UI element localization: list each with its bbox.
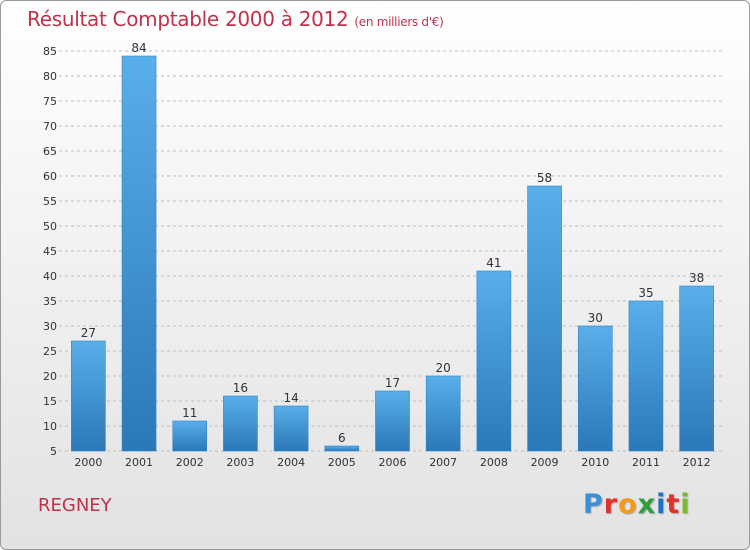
bar-value-label: 11 <box>182 406 197 420</box>
chart-subtitle: (en milliers d'€) <box>354 15 444 29</box>
y-tick-label: 30 <box>43 320 57 333</box>
y-tick-label: 5 <box>50 445 57 458</box>
logo-letter: t <box>666 489 681 520</box>
bar <box>527 185 562 452</box>
bar-value-label: 84 <box>131 41 146 55</box>
chart-title: Résultat Comptable 2000 à 2012 (en millie… <box>27 7 444 31</box>
y-tick-label: 80 <box>43 70 57 83</box>
bar <box>476 270 512 452</box>
bar <box>121 55 157 452</box>
bar <box>425 375 461 452</box>
bar-value-label: 35 <box>638 286 653 300</box>
y-tick-label: 40 <box>43 270 57 283</box>
x-tick-label: 2004 <box>277 456 305 469</box>
logo-letter: o <box>618 489 638 520</box>
y-tick-label: 50 <box>43 220 57 233</box>
proxiti-logo: Proxiti <box>583 489 691 520</box>
x-tick-label: 2007 <box>429 456 457 469</box>
bar <box>273 405 309 452</box>
bar-value-label: 38 <box>689 271 704 285</box>
x-tick-label: 2011 <box>632 456 660 469</box>
data-labels: 27 84 11 16 14 6 17 20 41 58 30 35 38 <box>81 41 705 445</box>
bar <box>679 285 714 452</box>
y-tick-label: 75 <box>43 95 57 108</box>
y-tick-label: 35 <box>43 295 57 308</box>
y-tick-label: 60 <box>43 170 57 183</box>
y-axis: 5 10 15 20 25 30 35 40 45 50 55 60 65 70 75 80 85 <box>43 45 57 458</box>
y-tick-label: 10 <box>43 420 57 433</box>
bar-value-label: 58 <box>537 171 552 185</box>
bar <box>223 395 258 452</box>
y-tick-label: 55 <box>43 195 57 208</box>
bar-value-label: 16 <box>233 381 248 395</box>
logo-letter: i <box>680 489 691 520</box>
bar <box>324 445 360 452</box>
x-tick-label: 2012 <box>683 456 711 469</box>
x-tick-label: 2009 <box>531 456 559 469</box>
bar <box>577 325 613 452</box>
y-tick-label: 70 <box>43 120 57 133</box>
x-tick-label: 2003 <box>226 456 254 469</box>
bar-value-label: 30 <box>588 311 603 325</box>
place-name: REGNEY <box>38 495 112 516</box>
logo-letter: P <box>583 489 604 520</box>
x-tick-label: 2001 <box>125 456 153 469</box>
bar <box>375 390 410 452</box>
x-tick-label: 2008 <box>480 456 508 469</box>
bar <box>71 340 106 452</box>
bar <box>172 420 208 452</box>
logo-letter: r <box>603 489 619 520</box>
x-tick-label: 2006 <box>379 456 407 469</box>
y-tick-label: 15 <box>43 395 57 408</box>
bar-value-label: 17 <box>385 376 400 390</box>
logo-letter: x <box>637 489 657 520</box>
x-axis: 2000 2001 2002 2003 2004 2005 2006 2007 2008 2009… <box>74 456 710 469</box>
bars <box>71 55 714 452</box>
bar <box>628 300 664 452</box>
x-tick-label: 2002 <box>176 456 204 469</box>
bar-value-label: 6 <box>338 431 346 445</box>
logo-letter: i <box>656 489 667 520</box>
bar-value-label: 20 <box>436 361 451 375</box>
y-tick-label: 65 <box>43 145 57 158</box>
chart-title-text: Résultat Comptable 2000 à 2012 <box>27 7 349 31</box>
y-tick-label: 25 <box>43 345 57 358</box>
bar-value-label: 41 <box>486 256 501 270</box>
y-tick-label: 20 <box>43 370 57 383</box>
bar-value-label: 27 <box>81 326 96 340</box>
bar-value-label: 14 <box>283 391 298 405</box>
x-tick-label: 2000 <box>74 456 102 469</box>
y-tick-label: 45 <box>43 245 57 258</box>
y-tick-label: 85 <box>43 45 57 58</box>
x-tick-label: 2010 <box>581 456 609 469</box>
x-tick-label: 2005 <box>328 456 356 469</box>
